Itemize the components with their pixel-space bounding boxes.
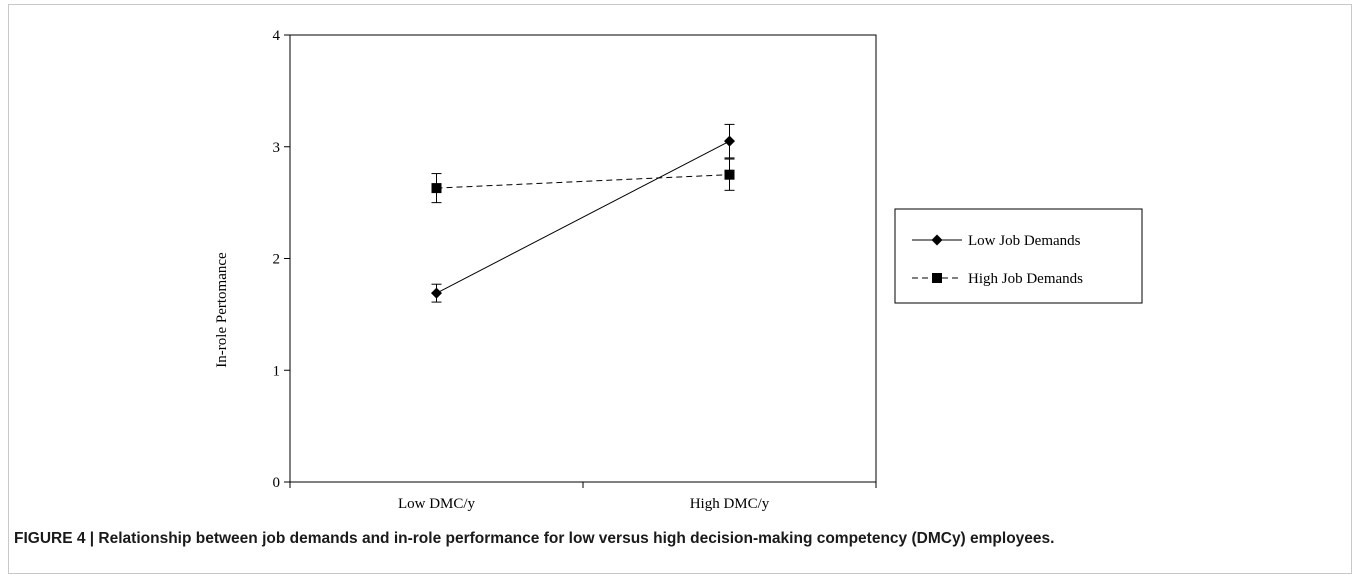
x-tick-label: High DMC/y bbox=[690, 496, 770, 512]
data-point bbox=[431, 183, 442, 194]
y-tick-label: 3 bbox=[273, 140, 281, 156]
y-tick-label: 0 bbox=[273, 475, 281, 491]
data-point bbox=[724, 135, 735, 147]
series-line bbox=[436, 174, 730, 189]
series-low-job-demands bbox=[431, 123, 735, 303]
series-line bbox=[436, 140, 730, 294]
legend-marker bbox=[931, 234, 943, 246]
figure-caption: FIGURE 4 | Relationship between job dema… bbox=[14, 530, 1055, 547]
legend-label: Low Job Demands bbox=[968, 233, 1081, 249]
x-tick-label: Low DMC/y bbox=[398, 496, 476, 512]
legend-label: High Job Demands bbox=[968, 271, 1083, 287]
y-tick-label: 2 bbox=[273, 252, 281, 268]
plot-area-border bbox=[289, 34, 877, 483]
data-point bbox=[724, 169, 735, 180]
chart-series bbox=[431, 123, 735, 303]
y-tick-label: 1 bbox=[273, 363, 281, 379]
chart-legend: Low Job Demands High Job Demands bbox=[894, 208, 1143, 304]
y-tick-label: 4 bbox=[273, 28, 281, 44]
data-point bbox=[431, 287, 442, 299]
legend-marker bbox=[932, 273, 942, 283]
y-axis-label: In-role Pertomance bbox=[214, 252, 230, 368]
series-high-job-demands bbox=[431, 158, 735, 204]
legend-box bbox=[894, 208, 1143, 304]
chart-axes: 0 1 2 3 4 Low DMC/y High DMC/y bbox=[273, 28, 877, 512]
